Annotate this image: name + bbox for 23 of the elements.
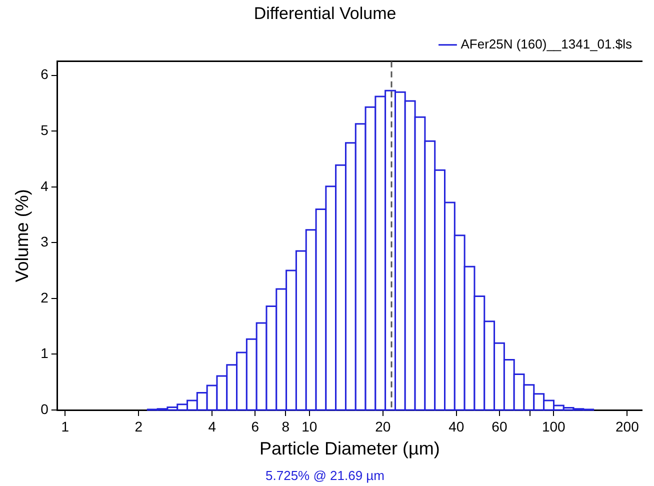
y-tick-label: 0	[40, 400, 49, 417]
x-tick-label: 4	[208, 418, 216, 434]
x-tick-label: 40	[448, 418, 464, 434]
x-tick-label: 10	[302, 418, 318, 434]
legend-label: AFer25N (160)__1341_01.$ls	[460, 36, 632, 52]
x-tick-label: 1	[61, 418, 70, 434]
x-tick-label: 100	[542, 418, 566, 434]
y-tick-label: 5	[40, 122, 49, 138]
x-tick-label: 20	[375, 418, 391, 434]
text: 5.725% @ 21.69 µm	[266, 468, 384, 483]
x-axis-title: Particle Diameter (µm)	[259, 438, 440, 459]
y-tick-label: 4	[40, 178, 49, 194]
x-tick-label: 8	[282, 418, 290, 434]
y-tick-label: 1	[40, 345, 49, 362]
x-tick-label: 60	[492, 418, 508, 434]
x-tick-label: 200	[615, 418, 640, 434]
y-tick-label: 6	[40, 66, 49, 82]
chart-title: Differential Volume	[254, 4, 396, 23]
y-tick-label: 2	[40, 289, 49, 306]
x-tick-label: 2	[134, 418, 143, 434]
x-tick-label: 6	[251, 418, 260, 434]
y-tick-label: 3	[40, 234, 49, 250]
y-axis-title: Volume (%)	[12, 189, 32, 282]
